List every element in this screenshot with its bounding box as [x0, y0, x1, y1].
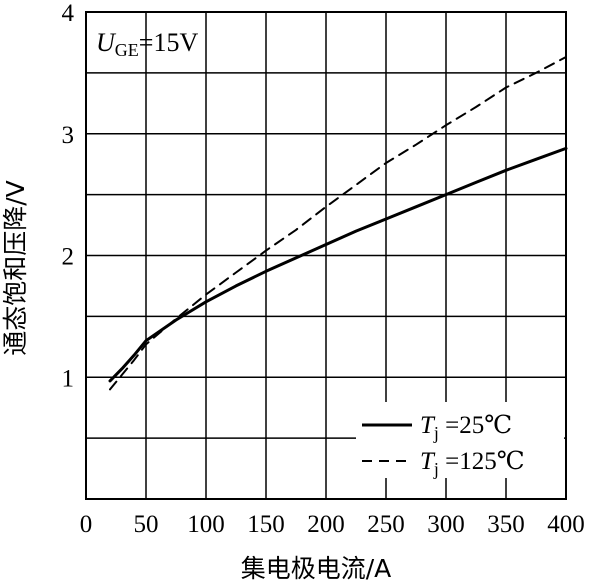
grid-lines [86, 12, 566, 499]
y-tick-label: 4 [62, 0, 75, 27]
x-axis-title: 集电极电流/A [241, 554, 392, 583]
legend-label-25c: Tj =25℃ [420, 412, 512, 443]
y-tick-label: 1 [62, 365, 75, 392]
x-tick-label: 50 [134, 511, 159, 538]
legend-label-25c-sub: j [433, 423, 439, 443]
legend-label-125c: Tj =125℃ [420, 448, 525, 479]
legend-box [356, 402, 564, 478]
x-tick-label: 200 [307, 511, 345, 538]
series-line-125c [109, 56, 567, 391]
series-line-25c [108, 146, 568, 383]
plot-frame [85, 11, 567, 500]
y-axis-title: 通态饱和压降/V [1, 180, 30, 356]
legend-label-25c-var: T [420, 412, 436, 439]
legend-label-25c-rest: =25℃ [439, 412, 512, 439]
x-tick-label: 250 [367, 511, 405, 538]
tick-labels: 0 50 100 150 200 250 300 350 400 1 2 3 4 [62, 0, 585, 538]
x-tick-label: 100 [187, 511, 225, 538]
annotation-sub: GE [115, 40, 139, 60]
x-tick-label: 300 [427, 511, 465, 538]
x-tick-label: 0 [80, 511, 93, 538]
legend-label-125c-sub: j [433, 459, 439, 479]
legend-label-125c-rest: =125℃ [439, 448, 525, 475]
series-layer [108, 56, 568, 391]
x-tick-label: 150 [247, 511, 285, 538]
legend: Tj =25℃ Tj =125℃ [356, 402, 564, 479]
annotation-rest: =15V [139, 28, 199, 57]
y-tick-label: 2 [62, 244, 75, 271]
x-tick-label: 350 [487, 511, 525, 538]
vge-annotation: UGE=15V [96, 28, 198, 60]
legend-label-125c-var: T [420, 448, 436, 475]
annotation-var: U [96, 28, 117, 57]
x-tick-label: 400 [547, 511, 585, 538]
y-tick-label: 3 [62, 122, 75, 149]
